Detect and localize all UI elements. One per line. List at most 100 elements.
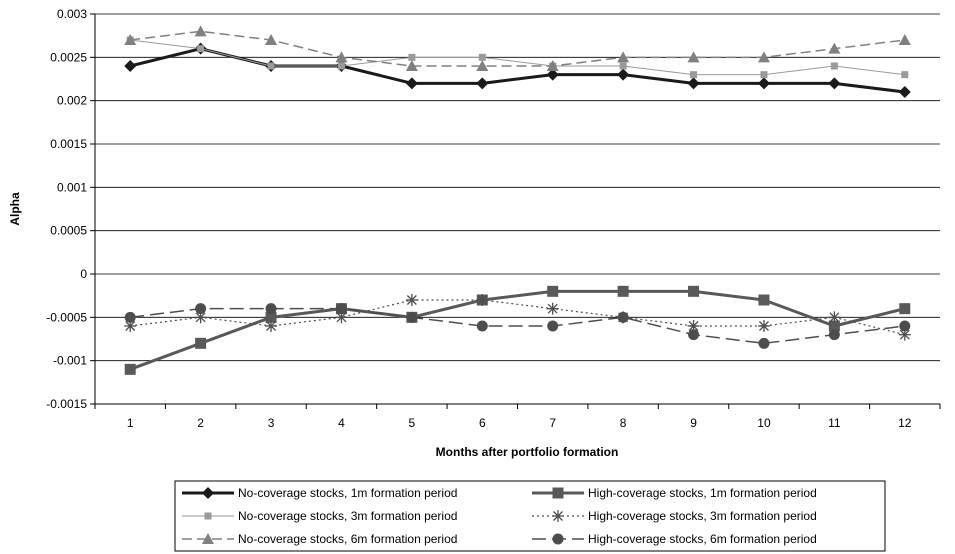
data-point — [898, 86, 911, 98]
series-line — [130, 39, 905, 76]
marker-shape — [828, 329, 840, 341]
data-point — [476, 77, 489, 90]
legend-label: High-coverage stocks, 3m formation perio… — [588, 509, 817, 523]
marker-shape — [267, 62, 275, 70]
legend-label: No-coverage stocks, 3m formation period — [238, 509, 457, 523]
legend-label: High-coverage stocks, 6m formation perio… — [588, 532, 817, 546]
y-tick-label: -0.001 — [53, 354, 87, 368]
marker-shape — [476, 320, 488, 332]
data-point — [617, 285, 629, 297]
legend-marker — [202, 487, 214, 499]
marker-shape — [546, 60, 559, 71]
marker-shape — [757, 77, 770, 90]
marker-shape — [688, 285, 700, 297]
marker-shape — [202, 533, 214, 544]
marker-stroke — [688, 321, 699, 331]
marker-stroke — [899, 329, 910, 340]
series-line — [130, 299, 905, 336]
data-point — [546, 68, 559, 81]
marker-shape — [547, 285, 559, 297]
marker-shape — [195, 337, 207, 349]
data-point — [408, 53, 416, 61]
series-line — [129, 47, 905, 94]
marker-stroke — [553, 511, 563, 521]
legend-marker — [204, 512, 212, 520]
grid-layer — [95, 13, 940, 362]
data-point — [758, 294, 770, 306]
marker-shape — [197, 45, 205, 53]
data-point — [335, 51, 348, 63]
y-tick-label: 0.0015 — [50, 137, 87, 151]
marker-shape — [194, 25, 207, 37]
data-point — [828, 320, 840, 332]
marker-stroke — [758, 321, 769, 331]
data-point — [124, 363, 136, 375]
x-tick-label: 7 — [549, 416, 556, 430]
data-point — [901, 71, 909, 79]
data-point — [687, 51, 700, 63]
axes-layer: -0.0015 -0.001 -0.0005 0 0.0005 0.001 0.0015 0.… — [46, 7, 941, 430]
legend-item: No-coverage stocks, 3m formation period — [182, 509, 457, 523]
marker-shape — [758, 294, 770, 306]
data-point — [828, 42, 841, 54]
data-point — [337, 62, 345, 70]
y-tick-label: 0.003 — [57, 7, 87, 21]
data-point — [265, 320, 278, 332]
marker-shape — [476, 77, 489, 90]
marker-shape — [478, 53, 486, 61]
x-axis-title: Months after portfolio formation — [436, 445, 619, 459]
legend-marker — [202, 533, 214, 544]
series-layer — [124, 25, 911, 375]
legend-box — [174, 480, 886, 552]
legend-label: No-coverage stocks, 6m formation period — [238, 532, 457, 546]
marker-stroke — [266, 321, 277, 331]
marker-shape — [760, 71, 768, 79]
data-point — [194, 25, 207, 37]
x-tick-label: 3 — [268, 416, 275, 430]
data-point — [267, 62, 275, 70]
marker-stroke — [406, 295, 417, 305]
y-tick-label: 0.0025 — [50, 50, 87, 64]
data-point — [124, 311, 136, 323]
marker-shape — [337, 62, 345, 70]
marker-shape — [547, 320, 559, 332]
data-point — [899, 320, 911, 332]
data-point — [690, 71, 698, 79]
data-point — [265, 311, 277, 323]
y-tick-label: -0.0015 — [46, 397, 87, 411]
data-point — [617, 68, 630, 81]
series-1 — [124, 42, 911, 98]
marker-shape — [405, 60, 418, 71]
marker-shape — [195, 303, 207, 315]
series-2 — [124, 285, 911, 375]
series-6 — [124, 303, 911, 349]
x-tick-label: 6 — [479, 416, 486, 430]
data-point — [619, 62, 627, 70]
marker-shape — [124, 311, 136, 323]
data-point — [265, 303, 277, 315]
data-point — [617, 51, 630, 63]
marker-shape — [828, 77, 841, 90]
marker-shape — [828, 320, 840, 332]
marker-shape — [546, 68, 559, 81]
x-tick-label: 8 — [620, 416, 627, 430]
marker-shape — [898, 34, 911, 45]
marker-shape — [898, 86, 911, 98]
legend-item: No-coverage stocks, 6m formation period — [182, 532, 457, 546]
x-tick-label: 2 — [197, 416, 204, 430]
data-point — [546, 60, 559, 71]
marker-shape — [758, 337, 770, 349]
marker-shape — [408, 53, 416, 61]
marker-shape — [335, 303, 347, 315]
x-tick-label: 12 — [898, 416, 912, 430]
x-tick-label: 11 — [828, 416, 841, 430]
data-point — [757, 77, 770, 90]
y-axis-title: Alpha — [8, 192, 22, 226]
series-4 — [124, 294, 911, 341]
marker-shape — [265, 303, 277, 315]
marker-shape — [690, 71, 698, 79]
data-point — [547, 285, 559, 297]
marker-shape — [617, 311, 629, 323]
data-point — [899, 303, 911, 315]
